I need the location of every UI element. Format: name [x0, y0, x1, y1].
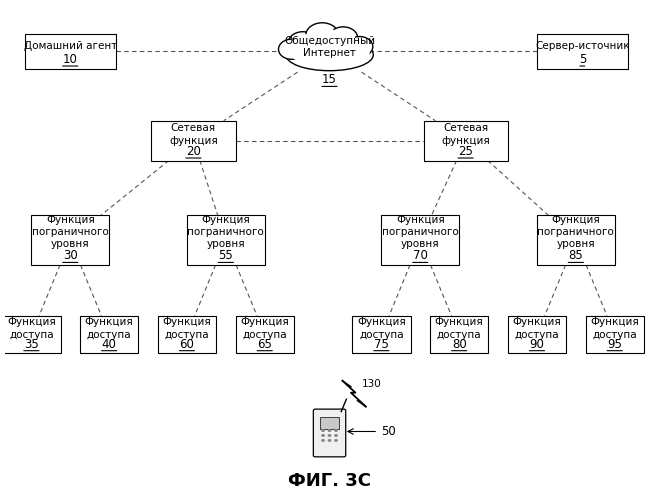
Text: 90: 90 [529, 338, 544, 350]
Text: Функция
доступа: Функция доступа [513, 318, 561, 340]
FancyBboxPatch shape [313, 409, 346, 457]
FancyBboxPatch shape [187, 215, 265, 265]
Text: Функция
доступа: Функция доступа [7, 318, 56, 340]
FancyBboxPatch shape [151, 120, 236, 160]
Text: 30: 30 [63, 250, 78, 262]
Circle shape [321, 434, 325, 437]
Text: 70: 70 [413, 250, 428, 262]
Circle shape [346, 36, 373, 56]
FancyBboxPatch shape [2, 316, 60, 353]
Circle shape [331, 29, 355, 47]
Text: 85: 85 [569, 250, 583, 262]
Circle shape [281, 41, 303, 58]
Text: Сетевая
функция: Сетевая функция [169, 124, 218, 146]
Text: 95: 95 [607, 338, 622, 350]
Text: Сервер-источник: Сервер-источник [535, 41, 629, 51]
Text: 60: 60 [179, 338, 195, 350]
Text: 40: 40 [102, 338, 117, 350]
FancyBboxPatch shape [424, 120, 508, 160]
Text: 80: 80 [452, 338, 466, 350]
FancyBboxPatch shape [352, 316, 411, 353]
Circle shape [309, 25, 336, 46]
Circle shape [278, 39, 305, 60]
Text: 65: 65 [257, 338, 272, 350]
Text: Функция
пограничного
уровня: Функция пограничного уровня [32, 214, 109, 250]
FancyBboxPatch shape [508, 316, 566, 353]
FancyBboxPatch shape [25, 34, 116, 68]
Text: Сетевая
функция: Сетевая функция [441, 124, 490, 146]
Text: Функция
пограничного
уровня: Функция пограничного уровня [187, 214, 264, 250]
FancyBboxPatch shape [158, 316, 216, 353]
Text: 5: 5 [578, 53, 586, 66]
Text: Функция
доступа: Функция доступа [84, 318, 134, 340]
Text: Функция
доступа: Функция доступа [162, 318, 212, 340]
Text: Функция
доступа: Функция доступа [435, 318, 483, 340]
Text: Функция
пограничного
уровня: Функция пограничного уровня [382, 214, 458, 250]
Ellipse shape [286, 39, 373, 70]
Text: ФИГ. 3С: ФИГ. 3С [288, 472, 371, 490]
FancyBboxPatch shape [537, 34, 627, 68]
Text: 75: 75 [374, 338, 389, 350]
FancyBboxPatch shape [430, 316, 489, 353]
Circle shape [328, 429, 331, 432]
Text: 55: 55 [219, 250, 233, 262]
FancyBboxPatch shape [381, 215, 459, 265]
Circle shape [328, 439, 331, 442]
Text: Функция
пограничного
уровня: Функция пограничного уровня [538, 214, 614, 250]
Circle shape [321, 429, 325, 432]
Text: Домашний агент: Домашний агент [24, 41, 117, 51]
Circle shape [334, 439, 338, 442]
Circle shape [291, 34, 315, 52]
Text: 130: 130 [362, 379, 382, 389]
Text: 35: 35 [24, 338, 39, 350]
FancyBboxPatch shape [586, 316, 644, 353]
Circle shape [306, 23, 339, 48]
Text: Общедоступный
Интернет: Общедоступный Интернет [284, 36, 375, 59]
Circle shape [321, 439, 325, 442]
Text: 25: 25 [458, 145, 473, 158]
Text: Функция
доступа: Функция доступа [590, 318, 639, 340]
FancyBboxPatch shape [31, 215, 109, 265]
Text: Функция
доступа: Функция доступа [357, 318, 405, 340]
FancyBboxPatch shape [320, 416, 339, 429]
Text: Функция
доступа: Функция доступа [240, 318, 289, 340]
Circle shape [329, 27, 358, 49]
Text: 50: 50 [381, 425, 396, 438]
FancyBboxPatch shape [537, 215, 615, 265]
FancyBboxPatch shape [236, 316, 294, 353]
Circle shape [288, 32, 318, 54]
Text: 20: 20 [186, 145, 201, 158]
Text: 15: 15 [322, 74, 337, 86]
FancyBboxPatch shape [80, 316, 138, 353]
Ellipse shape [290, 40, 369, 66]
Circle shape [328, 434, 331, 437]
Circle shape [334, 434, 338, 437]
Text: 10: 10 [63, 53, 78, 66]
Circle shape [349, 38, 371, 55]
Circle shape [334, 429, 338, 432]
